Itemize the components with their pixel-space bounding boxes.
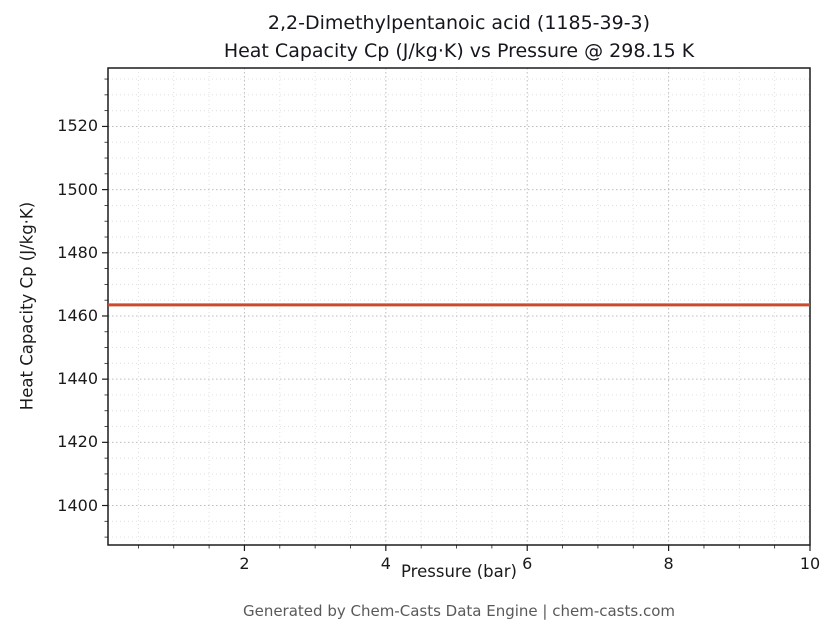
chart-title: 2,2-Dimethylpentanoic acid (1185-39-3) H… — [108, 10, 810, 65]
x-tick-label: 4 — [380, 554, 391, 573]
x-tick-label: 8 — [663, 554, 674, 573]
x-tick-label: 10 — [799, 554, 821, 573]
y-tick-label: 1440 — [57, 369, 98, 389]
x-tick-label: 6 — [522, 554, 533, 573]
footer-text: Generated by Chem-Casts Data Engine | ch… — [242, 602, 676, 620]
y-tick-label: 1420 — [57, 432, 98, 452]
x-tick-label: 2 — [239, 554, 250, 573]
y-tick-label: 1520 — [57, 116, 98, 136]
chart-title-line1: 2,2-Dimethylpentanoic acid (1185-39-3) — [267, 12, 651, 34]
x-axis-label: Pressure (bar) — [401, 562, 517, 581]
y-tick-label: 1400 — [57, 495, 98, 515]
y-tick-label: 1460 — [57, 305, 98, 325]
plot-border — [107, 67, 811, 546]
y-tick-label: 1480 — [57, 242, 98, 262]
y-tick-label: 1500 — [57, 179, 98, 199]
chart-title-line2: Heat Capacity Cp (J/kg·K) vs Pressure @ … — [223, 39, 695, 62]
y-axis-label: Heat Capacity Cp (J/kg·K) — [17, 201, 37, 411]
